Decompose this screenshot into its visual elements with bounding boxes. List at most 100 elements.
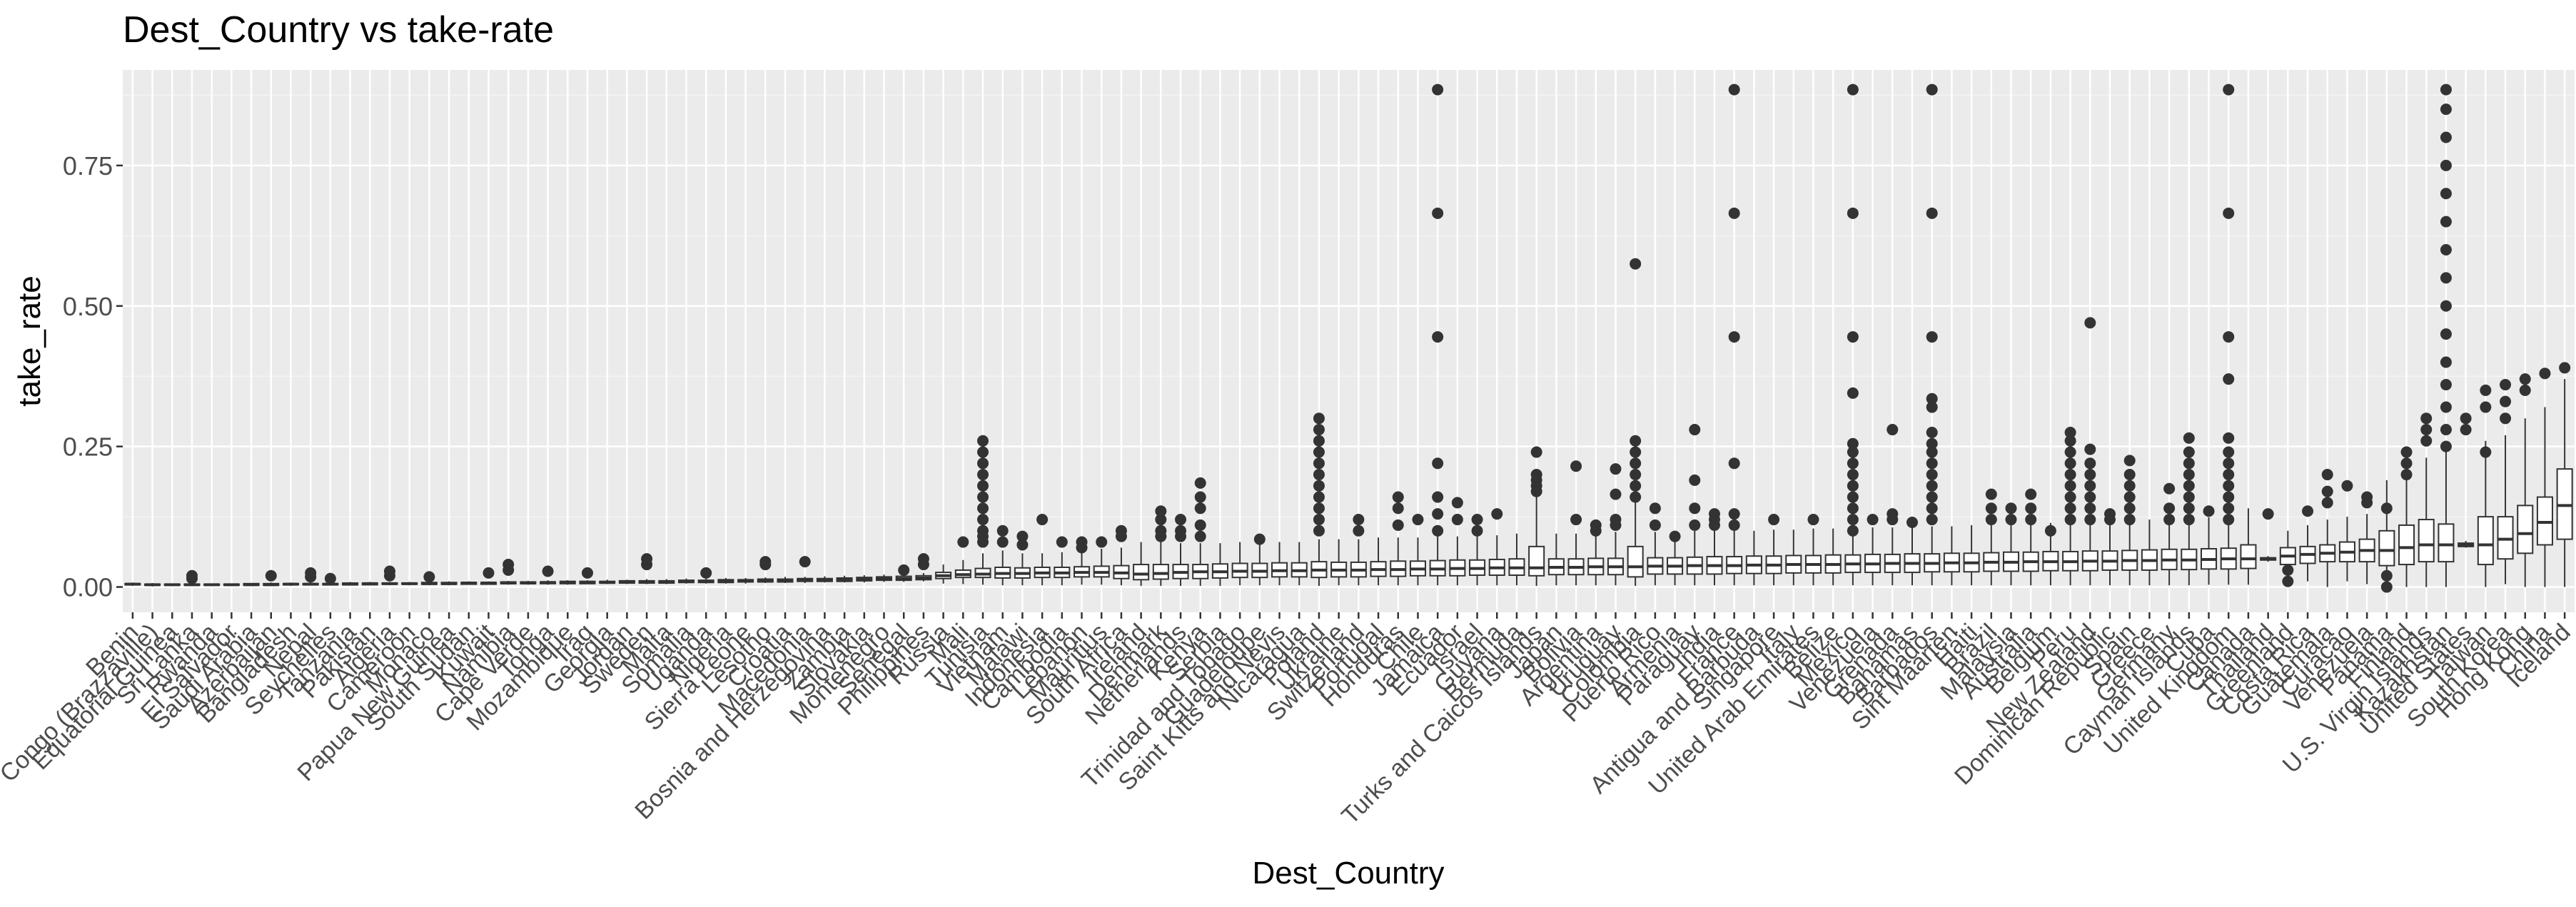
boxplot bbox=[144, 583, 161, 587]
outlier-point bbox=[2064, 457, 2076, 470]
outlier-point bbox=[1926, 331, 1938, 343]
boxplot bbox=[1587, 519, 1605, 586]
outlier-point bbox=[1926, 491, 1938, 503]
outlier-point bbox=[2440, 356, 2452, 368]
outlier-point bbox=[1253, 533, 1266, 545]
outlier-point bbox=[2183, 457, 2195, 470]
outlier-point bbox=[1847, 331, 1859, 343]
major-gridlines bbox=[123, 70, 2575, 612]
outlier-point bbox=[324, 572, 336, 584]
outlier-point bbox=[1313, 525, 1325, 537]
outlier-point bbox=[2084, 480, 2096, 492]
box bbox=[1528, 545, 1545, 577]
outlier-point bbox=[1471, 514, 1483, 526]
outlier-point bbox=[2460, 424, 2472, 436]
outlier-point bbox=[1728, 508, 1740, 520]
outlier-point bbox=[2420, 424, 2433, 436]
outlier-point bbox=[305, 567, 317, 579]
boxplot bbox=[520, 580, 537, 585]
outlier-point bbox=[1115, 525, 1127, 537]
boxplot bbox=[2556, 362, 2573, 587]
outlier-point bbox=[1451, 497, 1463, 509]
boxplot bbox=[1607, 463, 1624, 586]
outlier-point bbox=[1847, 480, 1859, 492]
boxplot bbox=[1034, 514, 1051, 586]
boxplot bbox=[2477, 384, 2494, 587]
boxplot bbox=[124, 582, 141, 586]
outlier-point bbox=[1906, 516, 1918, 528]
outlier-point bbox=[1412, 514, 1424, 526]
outlier-point bbox=[1649, 519, 1661, 531]
outlier-point bbox=[977, 457, 989, 470]
outlier-point bbox=[2440, 272, 2452, 284]
outlier-point bbox=[1530, 446, 1542, 458]
boxplot bbox=[599, 579, 616, 584]
outlier-point bbox=[2440, 244, 2452, 256]
outlier-point bbox=[2064, 514, 2076, 526]
boxplot bbox=[381, 565, 398, 586]
outlier-point bbox=[1689, 502, 1701, 515]
outlier-point bbox=[1155, 505, 1167, 517]
boxplot bbox=[1429, 83, 1446, 586]
boxplot bbox=[915, 553, 932, 582]
boxplot bbox=[994, 525, 1011, 586]
boxplot bbox=[1231, 542, 1248, 586]
outlier-point bbox=[2064, 435, 2076, 447]
outlier-point bbox=[542, 565, 554, 577]
outlier-point bbox=[423, 571, 435, 583]
boxplot bbox=[895, 564, 912, 582]
box bbox=[2438, 523, 2455, 563]
outlier-point bbox=[1985, 514, 1997, 526]
outlier-point bbox=[1432, 525, 1444, 537]
outlier-point bbox=[1847, 525, 1859, 537]
outlier-point bbox=[1985, 488, 1997, 500]
outlier-point bbox=[1728, 207, 1740, 219]
outlier-point bbox=[1847, 491, 1859, 503]
outlier-point bbox=[2500, 395, 2512, 407]
outlier-point bbox=[2084, 491, 2096, 503]
boxplot bbox=[618, 579, 635, 584]
boxplot bbox=[757, 556, 774, 584]
boxplot bbox=[1093, 536, 1110, 585]
boxplot bbox=[1014, 530, 1031, 586]
outlier-point bbox=[186, 569, 198, 582]
boxplot bbox=[440, 581, 458, 586]
boxplot bbox=[875, 574, 893, 582]
boxplot bbox=[480, 567, 497, 585]
outlier-point bbox=[2440, 131, 2452, 143]
outlier-point bbox=[2084, 317, 2096, 329]
outlier-point bbox=[1847, 446, 1859, 458]
outlier-point bbox=[2440, 159, 2452, 171]
boxplot bbox=[579, 567, 596, 584]
outlier-point bbox=[2084, 443, 2096, 455]
outlier-point bbox=[1728, 331, 1740, 343]
outlier-point bbox=[2005, 502, 2017, 515]
boxplot bbox=[1726, 83, 1743, 586]
boxplot bbox=[1508, 533, 1525, 586]
outlier-point bbox=[1926, 207, 1938, 219]
outlier-point bbox=[1847, 207, 1859, 219]
outlier-point bbox=[957, 536, 969, 548]
boxplot bbox=[1765, 514, 1782, 586]
outlier-point bbox=[2064, 469, 2076, 481]
boxplot bbox=[2378, 480, 2395, 593]
outlier-point bbox=[1530, 469, 1542, 481]
box bbox=[2240, 544, 2257, 569]
outlier-point bbox=[2064, 426, 2076, 438]
outlier-point bbox=[2440, 188, 2452, 200]
outlier-point bbox=[700, 567, 712, 579]
outlier-point bbox=[1432, 331, 1444, 343]
boxplot bbox=[302, 567, 319, 586]
outlier-point bbox=[1926, 514, 1938, 526]
outlier-point bbox=[2183, 502, 2195, 515]
outlier-point bbox=[1313, 502, 1325, 515]
outlier-point bbox=[2400, 446, 2413, 458]
boxplot bbox=[1152, 505, 1169, 586]
boxplot bbox=[1350, 514, 1367, 586]
boxplot bbox=[460, 581, 478, 585]
boxplot bbox=[1370, 537, 1387, 586]
boxplot bbox=[2042, 522, 2059, 586]
outlier-point bbox=[2361, 491, 2373, 503]
boxplot bbox=[2517, 373, 2534, 587]
